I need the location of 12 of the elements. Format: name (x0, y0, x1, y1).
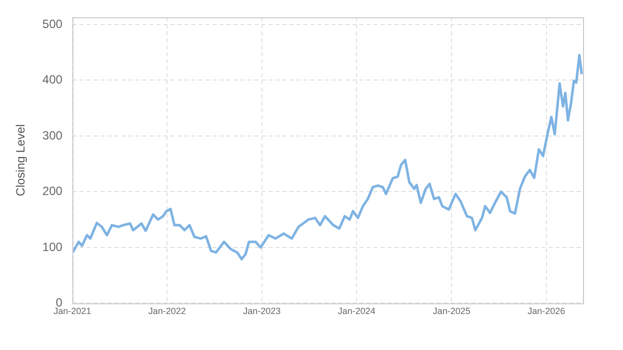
y-tick-label: 100 (42, 240, 63, 254)
y-tick-label: 500 (42, 16, 63, 31)
y-tick-label: 400 (42, 72, 63, 87)
y-tick-label: 200 (42, 184, 63, 198)
x-tick-label: Jan-2026 (528, 306, 566, 316)
x-tick-label: Jan-2021 (54, 306, 92, 316)
y-axis-title: Closing Level (14, 124, 28, 196)
x-tick-label: Jan-2024 (338, 306, 376, 316)
x-tick-label: Jan-2023 (243, 306, 281, 316)
y-tick-label: 300 (42, 128, 63, 142)
x-tick-label: Jan-2022 (148, 306, 186, 316)
x-tick-label: Jan-2025 (432, 306, 470, 316)
